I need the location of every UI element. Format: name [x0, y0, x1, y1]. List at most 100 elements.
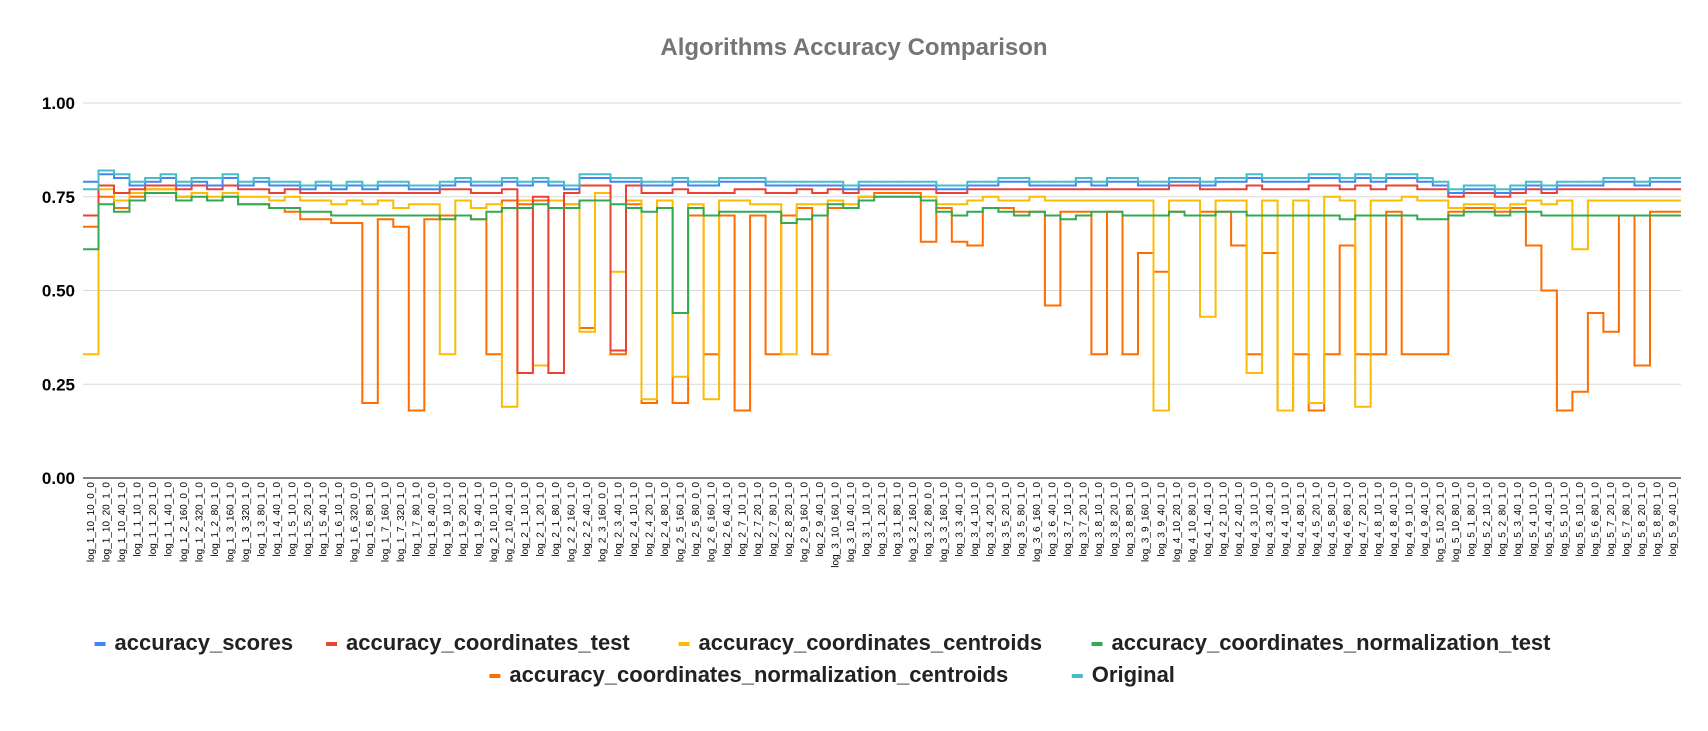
data-point	[912, 188, 914, 191]
data-point	[912, 195, 914, 198]
data-point	[1331, 353, 1333, 356]
x-tick-label: log_1_7_160_1_0	[381, 482, 392, 563]
data-point	[415, 192, 418, 194]
data-point	[1113, 199, 1116, 202]
data-point	[1331, 184, 1333, 187]
data-point	[803, 203, 806, 206]
data-point	[260, 180, 263, 183]
x-tick-label: log_1_2_80_1_0	[210, 482, 221, 557]
data-point	[1548, 214, 1550, 217]
gridlines	[83, 102, 1681, 385]
data-point	[1563, 180, 1566, 183]
data-point	[353, 180, 356, 183]
data-point	[1051, 188, 1054, 191]
data-point	[648, 402, 651, 404]
data-point	[1501, 214, 1504, 217]
data-point	[1362, 353, 1364, 356]
legend-item: accuracy_coordinates_centroids	[678, 630, 1042, 655]
data-point	[1362, 405, 1364, 408]
x-tick-label: log_5_3_40_1_0	[1513, 482, 1524, 557]
data-point	[1377, 180, 1380, 183]
data-point	[136, 195, 139, 198]
data-point	[1470, 188, 1473, 191]
data-point	[1625, 188, 1628, 191]
data-point	[617, 180, 620, 183]
x-tick-label: log_1_8_40_0_0	[427, 482, 438, 557]
x-tick-label: log_5_6_80_1_0	[1591, 482, 1602, 557]
data-point	[1362, 173, 1364, 176]
data-point	[974, 210, 976, 213]
data-point	[803, 218, 806, 221]
data-point	[958, 184, 961, 187]
data-point	[1672, 214, 1675, 217]
data-point	[1315, 409, 1318, 412]
data-point	[570, 192, 573, 194]
data-point	[1455, 210, 1457, 213]
x-tick-label: log_5_6_10_1_0	[1575, 482, 1586, 557]
data-point	[1672, 180, 1675, 183]
data-point	[1579, 390, 1582, 393]
x-tick-label: log_2_7_20_1_0	[753, 482, 764, 557]
data-point	[958, 192, 961, 194]
data-point	[1082, 199, 1085, 202]
data-point	[1269, 199, 1271, 202]
data-point	[927, 184, 930, 187]
legend-swatch	[1091, 642, 1103, 646]
data-point	[1532, 184, 1535, 187]
data-point	[1532, 210, 1535, 213]
data-point	[772, 184, 775, 187]
data-point	[648, 184, 651, 187]
data-point	[694, 203, 697, 206]
data-point	[726, 210, 728, 213]
data-point	[850, 192, 852, 194]
data-point	[896, 180, 899, 183]
data-point	[1191, 184, 1194, 187]
x-tick-label: log_2_4_10_1_0	[629, 482, 640, 557]
data-point	[338, 184, 340, 187]
x-tick-label: log_2_4_80_1_0	[660, 482, 671, 557]
data-point	[1548, 203, 1550, 206]
legend-swatch	[1071, 674, 1083, 678]
legend-swatch	[678, 642, 690, 646]
x-tick-label: log_3_3_40_1_0	[955, 482, 966, 557]
data-point	[1020, 199, 1023, 202]
x-tick-label: log_1_9_20_1_0	[458, 482, 469, 557]
data-point	[539, 203, 542, 206]
data-point	[757, 180, 759, 183]
data-point	[1067, 188, 1070, 191]
data-point	[276, 199, 278, 202]
data-point	[1393, 214, 1395, 217]
data-point	[1175, 180, 1178, 183]
data-point	[617, 177, 620, 179]
data-point	[369, 402, 371, 404]
data-point	[276, 192, 278, 194]
data-point	[865, 188, 868, 191]
data-point	[291, 207, 294, 209]
x-tick-label: log_2_3_160_0_0	[598, 482, 609, 563]
data-point	[353, 192, 356, 194]
data-point	[1501, 207, 1504, 209]
data-point	[1470, 192, 1473, 194]
data-point	[1253, 177, 1256, 179]
data-point	[539, 199, 542, 202]
data-point	[1393, 173, 1395, 176]
data-point	[229, 184, 232, 187]
data-point	[1408, 173, 1411, 176]
data-point	[1082, 210, 1085, 213]
data-point	[943, 188, 945, 191]
data-point	[1672, 177, 1675, 179]
data-point	[1331, 177, 1333, 179]
data-point	[927, 195, 930, 198]
data-point	[105, 203, 108, 206]
data-point	[1532, 244, 1535, 247]
data-point	[1563, 199, 1566, 202]
data-point	[307, 199, 309, 202]
data-point	[493, 184, 495, 187]
data-point	[1300, 177, 1302, 179]
data-point	[772, 353, 775, 356]
data-point	[508, 180, 511, 183]
data-point	[1346, 199, 1349, 202]
data-point	[1501, 188, 1504, 191]
x-tick-label: log_4_6_80_1_0	[1342, 482, 1353, 557]
